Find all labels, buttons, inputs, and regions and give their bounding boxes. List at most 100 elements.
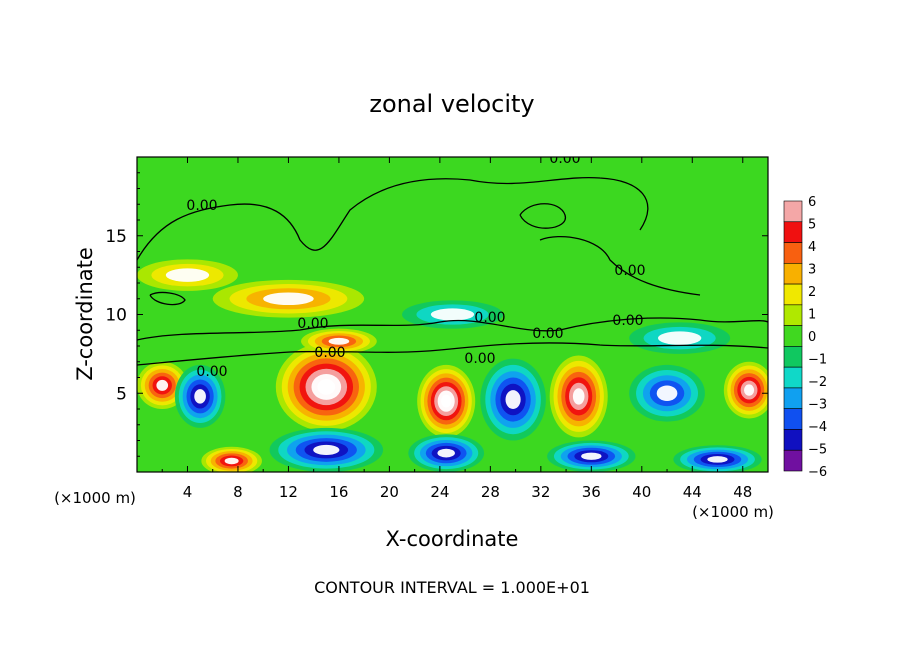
x-unit-right: (×1000 m) — [692, 503, 774, 521]
colorbar-swatch — [783, 387, 803, 409]
field-contour-band — [707, 456, 728, 463]
colorbar-label: 2 — [808, 285, 816, 300]
colorbar-label: 1 — [808, 308, 816, 323]
x-axis: 4 8 12 16 20 24 28 32 36 40 44 48 — [161, 157, 752, 501]
x-tick-label: 8 — [233, 483, 243, 501]
contour-label: 0.00 — [297, 316, 328, 332]
field-contour-band — [194, 389, 206, 404]
colorbar-swatch — [783, 304, 803, 326]
contour-label: 0.00 — [612, 313, 643, 329]
velocity-field — [137, 259, 768, 472]
colorbar-swatch — [783, 200, 803, 223]
colorbar-label: 6 — [808, 195, 816, 210]
colorbar-swatch — [783, 346, 803, 368]
field-feature-4 — [417, 364, 476, 438]
colorbar-swatch — [783, 242, 803, 264]
colorbar-label: 3 — [808, 263, 816, 278]
contour-label: 0.00 — [532, 326, 563, 342]
x-tick-label: 48 — [733, 483, 752, 501]
field-contour-band — [505, 390, 521, 409]
zero-contour-5 — [539, 235, 701, 296]
field-feature-2 — [275, 342, 377, 432]
field-feature-8 — [629, 364, 705, 422]
field-contour-band — [156, 379, 169, 391]
field-feature-9 — [723, 361, 768, 419]
field-feature-15 — [301, 328, 377, 354]
x-unit-left: (×1000 m) — [54, 489, 136, 507]
field-feature-1 — [174, 364, 226, 428]
colorbar-swatch — [783, 283, 803, 306]
field-contour-band — [581, 452, 602, 460]
field-feature-0 — [137, 361, 188, 409]
x-tick-label: 36 — [582, 483, 601, 501]
colorbar-swatch — [783, 429, 803, 451]
colorbar-label: −2 — [808, 375, 827, 390]
field-feature-14 — [137, 259, 238, 291]
field-contour-band — [263, 292, 314, 306]
contour-label: 0.00 — [614, 263, 645, 279]
colorbar-swatch — [783, 449, 803, 472]
field-feature-5 — [408, 434, 485, 472]
field-contour-band — [572, 388, 585, 405]
field-feature-6 — [480, 358, 546, 441]
zero-contour-4 — [149, 291, 186, 306]
field-contour-band — [744, 384, 755, 396]
x-tick-label: 24 — [430, 483, 449, 501]
field-contour-band — [313, 444, 340, 456]
contour-label: 0.00 — [314, 345, 345, 361]
colorbar-swatch — [783, 263, 803, 285]
y-axis: 5 10 15 — [105, 172, 768, 457]
zero-contour-0 — [137, 176, 649, 261]
contour-label: 0.00 — [464, 351, 495, 367]
colorbar-label: 0 — [808, 330, 816, 345]
x-axis-label: X-coordinate — [386, 527, 519, 551]
field-feature-11 — [547, 440, 636, 472]
field-contour-band — [437, 448, 455, 458]
colorbar-label: −1 — [808, 353, 827, 368]
field-contour-band — [224, 457, 239, 465]
y-tick-label: 5 — [116, 384, 127, 404]
field-contour-band — [658, 331, 702, 345]
x-tick-label: 16 — [329, 483, 348, 501]
field-feature-13 — [212, 279, 365, 318]
chart-title: zonal velocity — [369, 90, 534, 118]
colorbar-swatch — [783, 325, 803, 347]
x-tick-label: 40 — [632, 483, 651, 501]
colorbar: 6 5 4 3 2 1 0 −1 −2 −3 −4 −5 −6 — [783, 195, 827, 480]
x-tick-label: 4 — [183, 483, 193, 501]
colorbar-label: −3 — [808, 398, 827, 413]
field-contour-band — [328, 337, 350, 345]
field-contour-band — [441, 394, 452, 408]
zero-contour-2 — [137, 342, 768, 366]
colorbar-swatch — [783, 221, 803, 243]
field-feature-10 — [201, 446, 262, 472]
field-feature-17 — [629, 322, 731, 354]
x-tick-label: 20 — [380, 483, 399, 501]
colorbar-swatch — [783, 366, 803, 389]
field-feature-7 — [549, 355, 608, 438]
y-tick-label: 15 — [105, 227, 127, 247]
y-axis-label: Z-coordinate — [73, 247, 97, 381]
colorbar-label: −4 — [808, 420, 827, 435]
contour-lines: 0.00 0.00 0.00 0.00 0.00 0.00 0.00 0.00 0.00 0.00 — [137, 151, 768, 380]
colorbar-label: 4 — [808, 240, 816, 255]
y-tick-label: 10 — [105, 306, 127, 326]
contour-label: 0.00 — [474, 310, 505, 326]
contour-interval-note: CONTOUR INTERVAL = 1.000E+01 — [314, 578, 590, 597]
contour-label: 0.00 — [186, 198, 217, 214]
field-contour-band — [430, 308, 475, 321]
colorbar-swatch — [783, 408, 803, 430]
contour-label: 0.00 — [549, 151, 580, 167]
colorbar-label: −5 — [808, 443, 827, 458]
colorbar-label: 5 — [808, 218, 816, 233]
zero-contour-1 — [137, 317, 768, 341]
field-contour-band — [165, 268, 210, 282]
x-tick-label: 32 — [531, 483, 550, 501]
zero-contour-3 — [519, 203, 566, 229]
field-contour-band — [317, 379, 336, 395]
contour-label: 0.00 — [196, 364, 227, 380]
field-feature-3 — [269, 427, 384, 472]
field-contour-band — [656, 385, 678, 401]
x-tick-label: 44 — [683, 483, 702, 501]
